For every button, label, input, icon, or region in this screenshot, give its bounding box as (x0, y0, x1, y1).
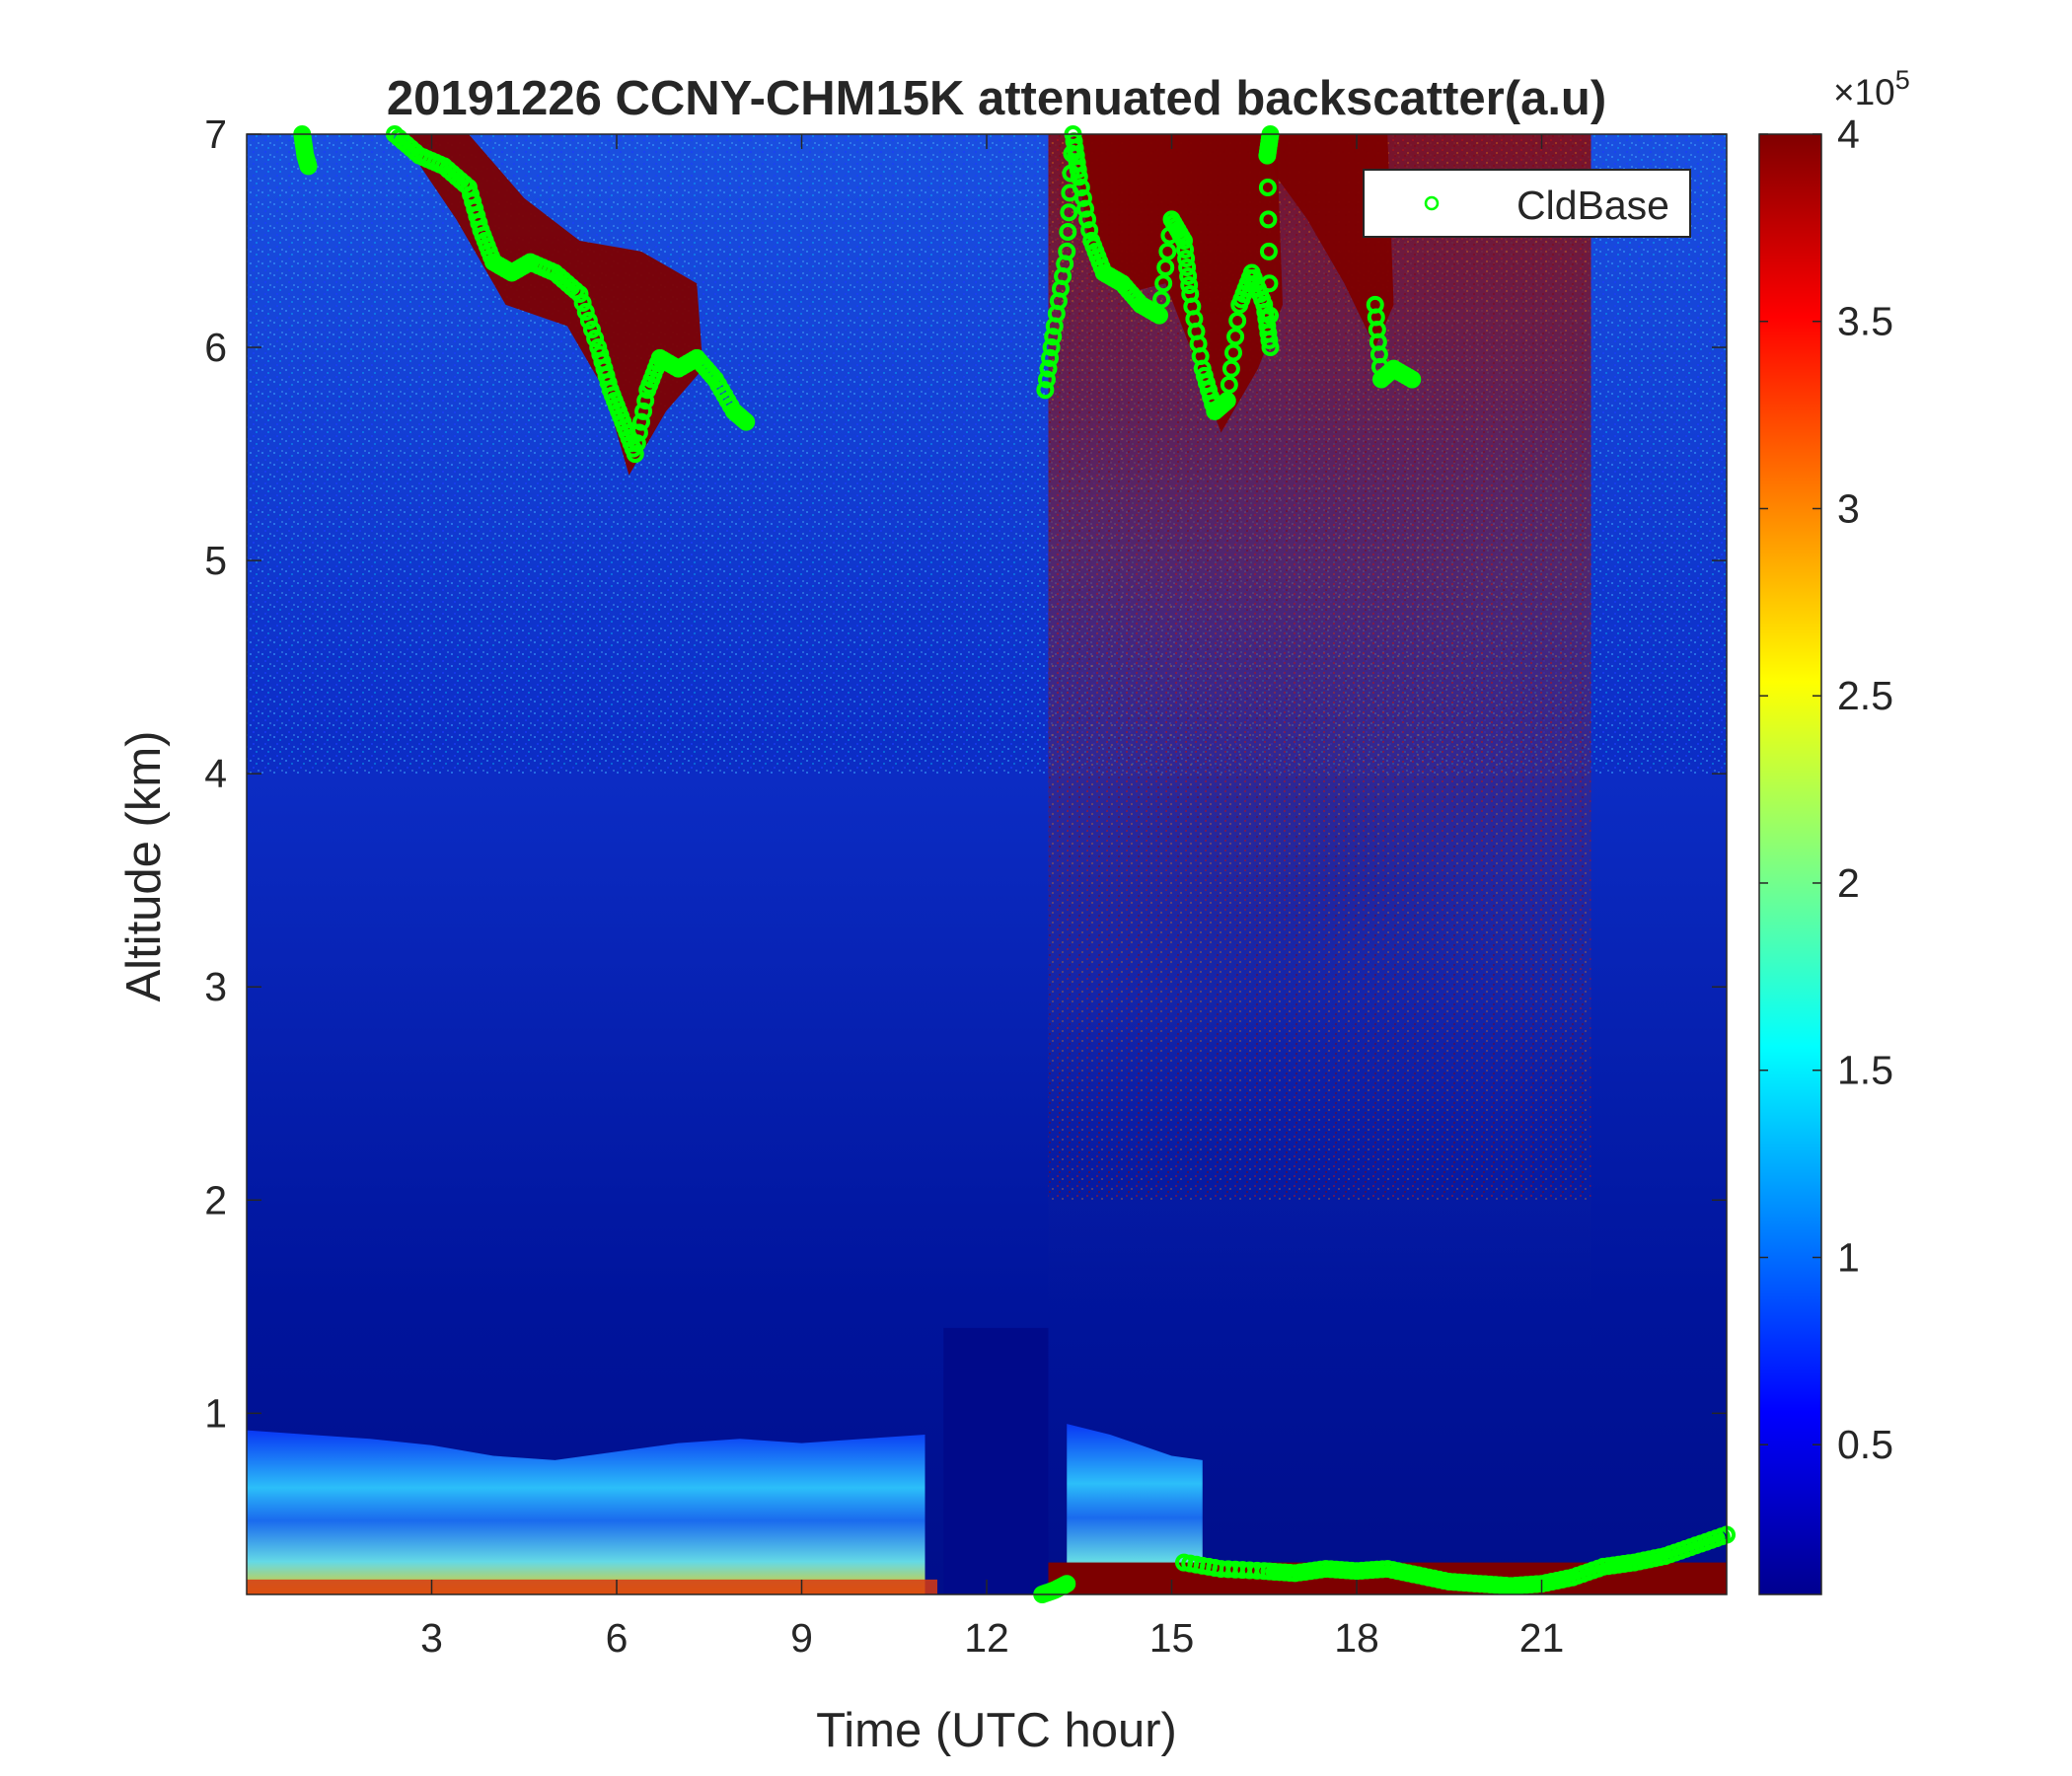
colorbar-tick-label: 0.5 (1837, 1422, 1893, 1467)
cloud-base-point (1176, 241, 1195, 259)
cloud-base-point (1228, 312, 1247, 331)
x-tick-label: 9 (790, 1615, 813, 1661)
legend-label: CldBase (1517, 183, 1669, 228)
y-tick-label: 5 (204, 538, 227, 583)
cloud-base-point (1058, 242, 1076, 260)
cloud-base-point (579, 312, 598, 331)
x-tick-label: 6 (606, 1615, 629, 1661)
y-tick-label: 3 (204, 964, 227, 1009)
cloud-base-point (1060, 203, 1078, 222)
cloud-base-point (583, 321, 601, 339)
colorbar-tick-label: 3.5 (1837, 299, 1893, 344)
cloud-base-point (1218, 392, 1236, 410)
cloud-layer (1264, 134, 1394, 348)
cloud-base-point (570, 285, 589, 304)
cloud-base-point (626, 445, 644, 464)
cloud-base-point (1037, 370, 1056, 389)
cloud-base-point (1261, 338, 1280, 357)
x-tick-label: 15 (1149, 1615, 1195, 1661)
colorbar-tick-label: 3 (1837, 485, 1860, 531)
cloud-base-point (1260, 274, 1279, 293)
cloud-base-point (1221, 359, 1240, 378)
signal-gap (943, 1327, 1049, 1594)
cloud-base-point (1180, 276, 1199, 295)
cloud-base-point (1041, 348, 1060, 367)
cloud-base-point (1224, 343, 1242, 362)
cloud-base-point (1080, 221, 1099, 240)
colorbar-gradient (1758, 133, 1822, 1595)
cloud-base-point (1158, 242, 1177, 260)
colorbar: 0.5 1 1.5 2 2.5 3 3.5 4 (1758, 111, 1893, 1595)
cloud-base-point (576, 303, 595, 322)
chart-title: 20191226 CCNY-CHM15K attenuated backscat… (387, 72, 1606, 125)
surface-band (247, 1579, 937, 1594)
cloud-base-point (629, 423, 648, 442)
cloud-base-point (1036, 381, 1055, 400)
aerosol-layer (247, 1430, 925, 1594)
colorbar-tick-label: 2 (1837, 860, 1860, 906)
colorbar-multiplier: ×105 (1833, 65, 1910, 112)
legend-box (1363, 169, 1691, 238)
cloud-base-point (1070, 168, 1088, 186)
y-tick-label: 1 (204, 1390, 227, 1436)
x-tick-label: 3 (420, 1615, 443, 1661)
colorbar-tick-label: 4 (1837, 111, 1860, 157)
cloud-base-point (1072, 179, 1090, 197)
cloud-base-point (1039, 359, 1058, 378)
y-tick-label: 7 (204, 111, 227, 157)
cloud-base-point (1260, 331, 1279, 349)
cloud-base-point (1058, 1575, 1076, 1593)
cloud-base-point (586, 330, 605, 348)
cloud-base-point (634, 402, 653, 420)
cloud-base-point (1258, 179, 1277, 197)
cloud-base-point (1078, 210, 1097, 229)
colorbar-tick-label: 1 (1837, 1234, 1860, 1280)
y-tick-label: 2 (204, 1177, 227, 1222)
cloud-base-point (632, 412, 650, 431)
cloud-base-point (1259, 242, 1278, 260)
cloud-base-point (1226, 328, 1245, 346)
x-tick-label: 12 (964, 1615, 1009, 1661)
cloud-base-point (1059, 223, 1077, 242)
cloud-base-point (1259, 210, 1278, 229)
y-tick-label: 6 (204, 325, 227, 370)
cloud-base-point (1150, 306, 1168, 325)
cloud-base-point (737, 412, 756, 431)
cloud-base-point (1177, 250, 1196, 268)
cloud-base-point (1069, 161, 1087, 180)
cloud-base-point (1220, 375, 1238, 394)
y-tick-label: 4 (204, 751, 227, 796)
cloud-base-point (1042, 338, 1061, 357)
cloud-base-point (299, 157, 318, 176)
cloud-base-point (1175, 232, 1193, 251)
x-tick-label: 18 (1334, 1615, 1379, 1661)
cloud-base-point (1152, 290, 1171, 309)
legend-marker (1424, 195, 1440, 211)
cloud-base-point (1073, 188, 1092, 207)
cloud-base-point (573, 294, 592, 313)
cloud-base-point (1156, 259, 1175, 277)
cloud-base-point (628, 434, 646, 453)
x-axis-label: Time (UTC hour) (816, 1704, 1177, 1757)
cloud-base-point (1403, 370, 1422, 389)
cloud-base-point (1179, 267, 1198, 286)
colorbar-tick-label: 1.5 (1837, 1048, 1893, 1093)
cloud-base-point (636, 392, 655, 410)
cloud-base-point (1154, 274, 1173, 293)
cloud-base-point (1178, 259, 1197, 277)
plot-area (247, 134, 1727, 1594)
cloud-base-point (1076, 199, 1094, 218)
aerosol-layer (1067, 1424, 1203, 1594)
cloud-base-point (1044, 328, 1063, 346)
cloud-base-point (1260, 306, 1279, 325)
colorbar-tick-label: 2.5 (1837, 673, 1893, 718)
cloud-base-markers (293, 125, 1736, 1603)
y-axis-label: Altitude (km) (117, 730, 171, 1001)
x-tick-label: 21 (1519, 1615, 1565, 1661)
legend: CldBase (1363, 169, 1691, 238)
